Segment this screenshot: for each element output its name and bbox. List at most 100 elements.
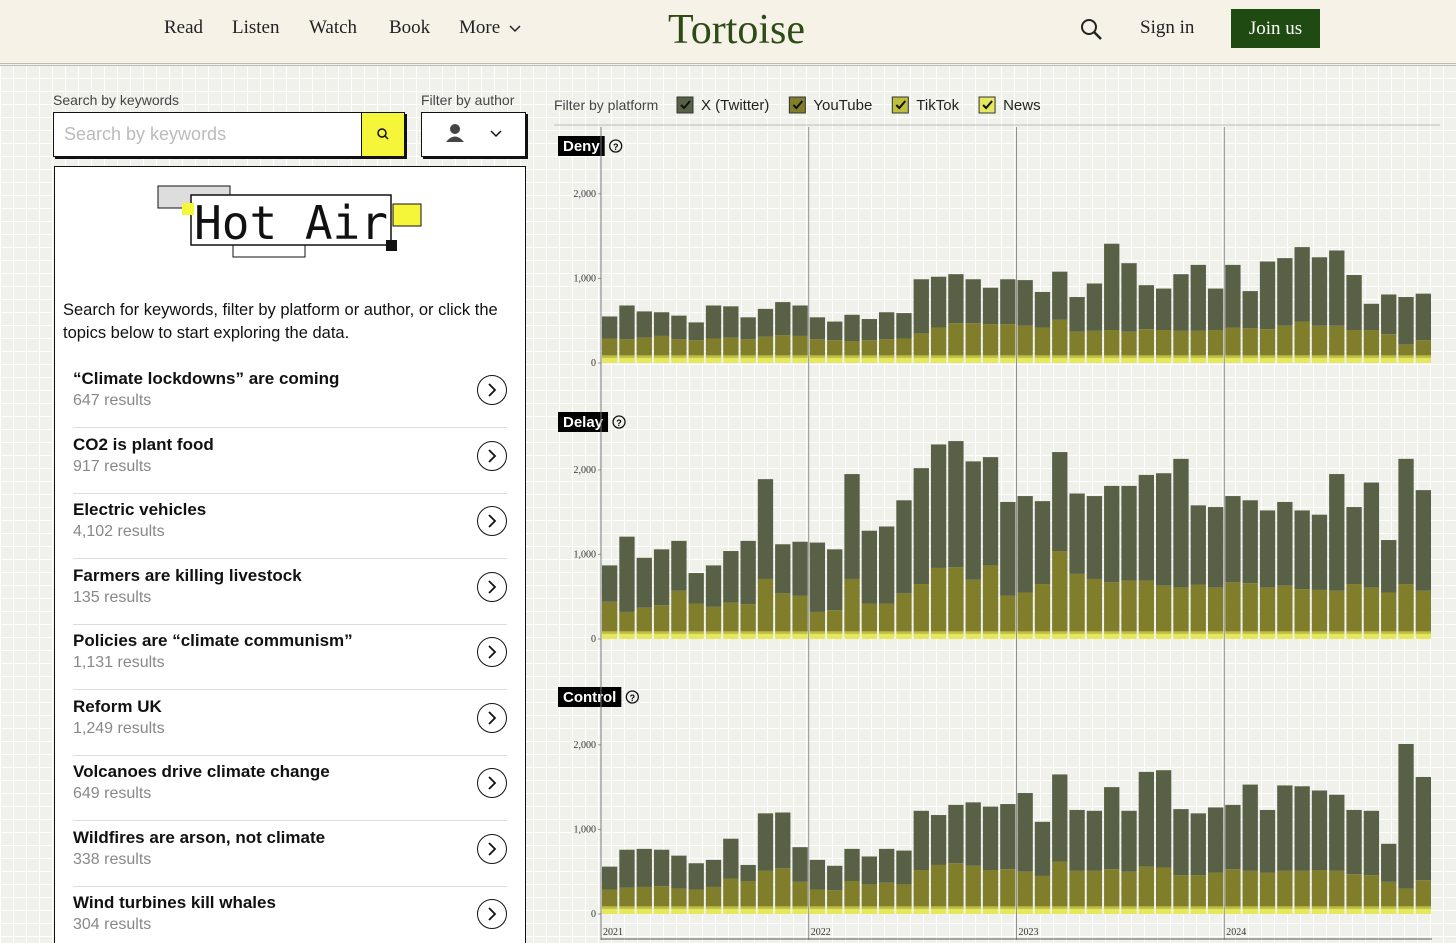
bar-segment: [1329, 325, 1345, 356]
bar-segment: [930, 906, 947, 909]
bar-segment: [1121, 580, 1137, 632]
bar-segment: [1190, 505, 1206, 585]
nav-link[interactable]: Read: [164, 17, 204, 38]
bar-segment: [740, 540, 756, 605]
author-icons: [446, 124, 502, 142]
nav-link[interactable]: Watch: [309, 17, 358, 38]
bar-segment: [896, 633, 912, 639]
bar-segment: [1225, 906, 1241, 909]
bar-segment: [1329, 250, 1345, 326]
topic-row[interactable]: Reform UK 1,249 results: [73, 691, 507, 756]
topic-row[interactable]: Electric vehicles 4,102 results: [73, 494, 507, 559]
bar-segment: [1017, 633, 1033, 639]
arrow-icon: [488, 841, 497, 856]
help-icon[interactable]: [625, 690, 639, 704]
title-box: [558, 136, 605, 156]
topic-arrow[interactable]: [477, 899, 507, 929]
bar-segment: [1242, 291, 1258, 329]
sign-in[interactable]: Sign in: [1140, 17, 1195, 38]
nav-link[interactable]: Book: [389, 17, 431, 38]
topic-arrow[interactable]: [477, 571, 507, 602]
search-icon[interactable]: [1080, 18, 1104, 42]
bar-segment: [1190, 631, 1206, 634]
topic-row[interactable]: Wind turbines kill whales 304 results: [73, 887, 507, 943]
topic-row[interactable]: Wildfires are arson, not climate 338 resu…: [73, 822, 507, 887]
bar-segment: [653, 849, 670, 887]
bar-segment: [740, 631, 756, 634]
topic-row[interactable]: Farmers are killing livestock 135 results: [73, 560, 507, 625]
bar-segment: [723, 357, 739, 363]
nav-link[interactable]: Listen: [232, 17, 280, 38]
topic-row[interactable]: “Climate lockdowns” are coming 647 result…: [73, 363, 507, 428]
help-icon[interactable]: [609, 139, 623, 153]
bar-segment: [879, 357, 895, 363]
topic-arrow[interactable]: [477, 375, 507, 405]
bar-segment: [844, 474, 860, 579]
topic-arrow[interactable]: [477, 833, 507, 864]
bar-segment: [1104, 787, 1120, 870]
bar-segment: [1173, 357, 1189, 363]
bar-segment: [1121, 355, 1137, 358]
bar-segment: [965, 633, 981, 639]
bar-segment: [896, 908, 912, 914]
join-button[interactable]: Join us: [1231, 9, 1320, 48]
bar-segment: [861, 884, 877, 907]
bar-segment: [1415, 631, 1431, 634]
author-filter[interactable]: [421, 112, 526, 157]
bar-segment: [671, 855, 687, 889]
legend-checkbox[interactable]: [891, 96, 909, 114]
bar-segment: [1000, 908, 1016, 914]
bar-segment: [1242, 633, 1258, 639]
bar-segment: [1329, 590, 1345, 632]
bar-segment: [602, 866, 618, 890]
bar-segment: [1311, 870, 1328, 907]
arrow-icon: [488, 579, 497, 594]
bar-segment: [1363, 587, 1380, 632]
topic-arrow[interactable]: [477, 637, 507, 667]
topic-arrow[interactable]: [477, 768, 507, 798]
legend-checkbox[interactable]: [788, 96, 806, 114]
bar-segment: [1415, 490, 1431, 591]
search-input[interactable]: Search by keywords: [53, 112, 405, 157]
legend-checkbox[interactable]: [676, 96, 694, 114]
nav-link[interactable]: More: [459, 17, 501, 38]
topic-row[interactable]: Volcanoes drive climate change 649 result…: [73, 756, 507, 821]
topic-arrow[interactable]: [477, 440, 507, 471]
bar-segment: [619, 536, 635, 612]
bar-segment: [740, 881, 756, 907]
bar-segment: [1190, 330, 1206, 356]
bar-segment: [1086, 906, 1103, 909]
bar-segment: [965, 355, 981, 358]
bar-segment: [1225, 908, 1241, 914]
topic-title: Wind turbines kill whales: [73, 893, 276, 912]
logo[interactable]: Tortoise: [668, 7, 806, 53]
bar-segment: [1017, 871, 1033, 907]
bar-segment: [740, 906, 756, 909]
legend-checkbox[interactable]: [978, 96, 996, 114]
topic-row[interactable]: Policies are “climate communism” 1,131 re…: [73, 625, 507, 690]
bar-segment: [879, 882, 895, 907]
bar-segment: [1363, 355, 1380, 358]
bar-segment: [879, 355, 895, 358]
bar-segment: [1346, 631, 1362, 634]
bar-segment: [1000, 906, 1016, 909]
bar-segment: [948, 631, 964, 634]
bar-segment: [1086, 870, 1103, 907]
bar-segment: [1138, 771, 1154, 867]
help-icon[interactable]: [612, 415, 626, 429]
topic-arrow[interactable]: [477, 702, 507, 733]
search-button[interactable]: [361, 113, 404, 156]
bar-segment: [602, 565, 618, 602]
bar-segment: [653, 631, 670, 634]
bar-segment: [1294, 355, 1310, 358]
bar-segment: [982, 287, 999, 325]
topic-arrow[interactable]: [477, 506, 507, 536]
bar-segment: [827, 340, 843, 356]
bar-segment: [1173, 330, 1189, 356]
bar-segment: [775, 355, 791, 358]
topic-row[interactable]: CO2 is plant food 917 results: [73, 429, 507, 494]
bar-segment: [1277, 908, 1293, 914]
bar-segment: [809, 339, 826, 356]
bar-segment: [792, 595, 808, 632]
bar-segment: [671, 540, 687, 591]
